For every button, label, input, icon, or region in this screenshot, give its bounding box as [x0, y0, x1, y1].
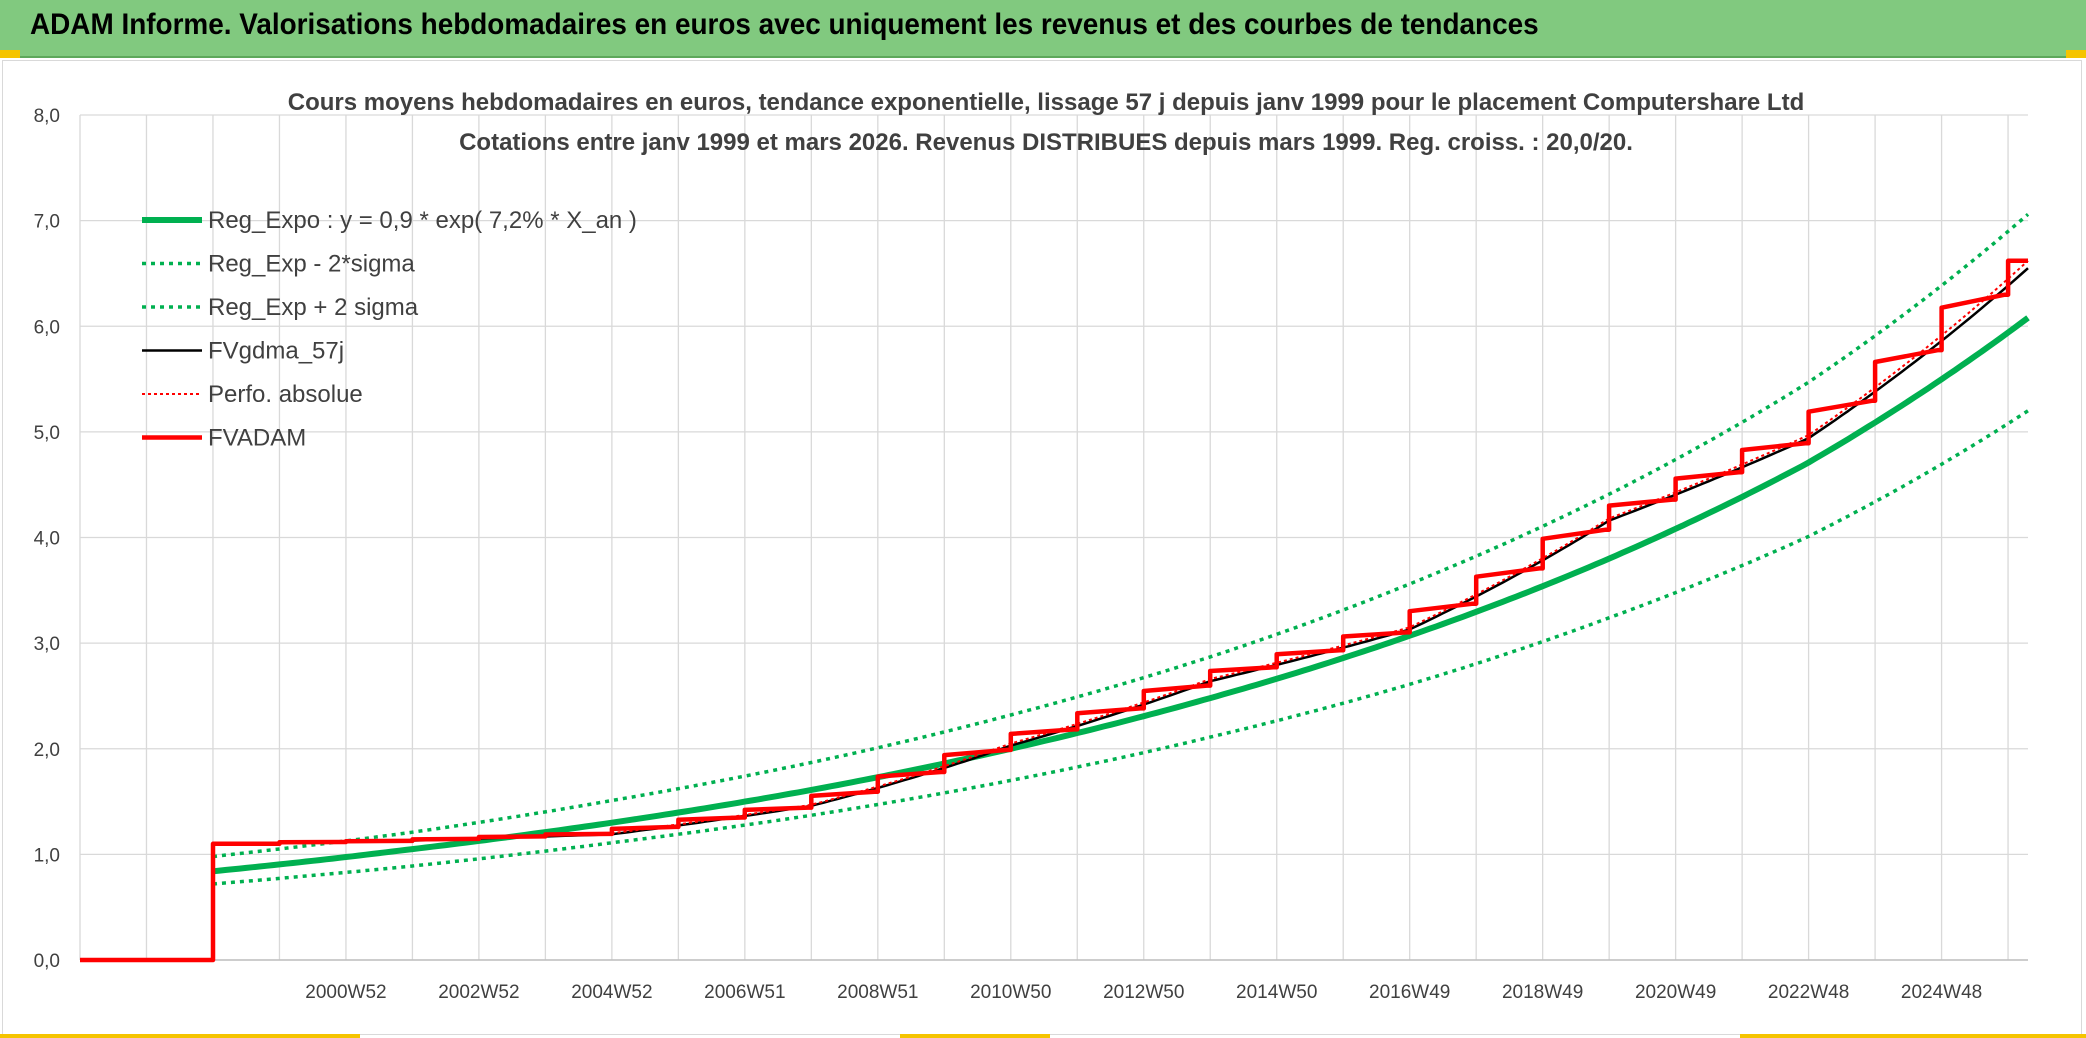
header-bar: ADAM Informe. Valorisations hebdomadaire…: [0, 0, 2086, 58]
bottom-strip-right: [1740, 1034, 2086, 1038]
legend-label: FVgdma_57j: [208, 338, 344, 365]
chart-subtitle: Cotations entre janv 1999 et mars 2026. …: [459, 129, 1633, 156]
x-tick-label: 2000W52: [305, 982, 386, 1003]
x-tick-label: 2020W49: [1635, 982, 1716, 1003]
series-line-5: [80, 258, 2028, 963]
bottom-strip-left: [0, 1034, 360, 1038]
y-tick-label: 3,0: [34, 634, 60, 655]
y-tick-label: 6,0: [34, 317, 60, 338]
bottom-strip-mid: [900, 1034, 1050, 1038]
corner-marker-left: [0, 50, 20, 58]
y-tick-label: 5,0: [34, 423, 60, 444]
series-line-0: [212, 315, 2030, 875]
corner-marker-right: [2066, 50, 2086, 58]
x-tick-label: 2024W48: [1901, 982, 1982, 1003]
y-tick-label: 8,0: [34, 106, 60, 127]
legend-label: Reg_Exp - 2*sigma: [208, 251, 415, 278]
y-tick-label: 1,0: [34, 845, 60, 866]
x-tick-label: 2018W49: [1502, 982, 1583, 1003]
series-line-1: [212, 409, 2029, 886]
legend-label: Perfo. absolue: [208, 381, 363, 408]
x-tick-label: 2012W50: [1103, 982, 1184, 1003]
x-tick-label: 2016W49: [1369, 982, 1450, 1003]
x-tick-label: 2004W52: [571, 982, 652, 1003]
x-tick-label: 2006W51: [704, 982, 785, 1003]
x-tick-label: 2022W48: [1768, 982, 1849, 1003]
x-tick-label: 2014W50: [1236, 982, 1317, 1003]
axis-labels: 0,0 1,0 2,0 3,0 4,0 5,0 6,0 7,0 8,0 2000W52 2002W5…: [34, 106, 2028, 1003]
y-tick-label: 4,0: [34, 529, 60, 550]
legend-label: FVADAM: [208, 425, 306, 452]
series-lines: [80, 212, 2030, 963]
page-title: ADAM Informe. Valorisations hebdomadaire…: [30, 8, 1539, 41]
legend-label: Reg_Expo : y = 0,9 * exp( 7,2% * X_an ): [208, 207, 637, 234]
x-tick-label: 2002W52: [438, 982, 519, 1003]
chart-title: Cours moyens hebdomadaires en euros, ten…: [288, 89, 1804, 116]
grid-lines: [79, 114, 2028, 961]
legend-label: Reg_Exp + 2 sigma: [208, 294, 419, 321]
y-tick-label: 0,0: [34, 951, 60, 972]
legend: Reg_Expo : y = 0,9 * exp( 7,2% * X_an ) R…: [142, 207, 637, 452]
y-tick-label: 7,0: [34, 212, 60, 233]
series-line-2: [212, 212, 2030, 859]
x-tick-label: 2010W50: [970, 982, 1051, 1003]
y-tick-label: 2,0: [34, 740, 60, 761]
x-tick-label: 2008W51: [837, 982, 918, 1003]
